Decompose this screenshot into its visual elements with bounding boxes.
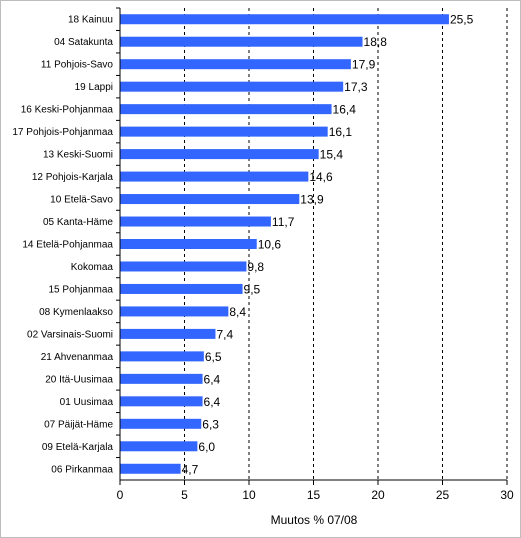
category-label: 09 Etelä-Karjala	[42, 442, 114, 453]
bar-9	[120, 216, 271, 227]
value-label: 9,8	[247, 260, 264, 274]
value-label: 4,7	[182, 462, 199, 476]
category-label: 20 Itä-Uusimaa	[45, 374, 113, 385]
value-label: 8,4	[229, 305, 246, 319]
value-label: 6,5	[205, 350, 222, 364]
bar-1	[120, 36, 363, 47]
category-label: 04 Satakunta	[54, 37, 113, 48]
labels: 18 Kainuu 25,5 04 Satakunta 18,8 11 Pohjois-…	[12, 13, 514, 502]
bar-6	[120, 149, 319, 160]
bar-12	[120, 283, 243, 294]
value-label: 16,4	[333, 103, 357, 117]
bar-7	[120, 171, 309, 182]
bar-10	[120, 239, 257, 249]
value-label: 17,9	[352, 58, 376, 72]
category-label: 21 Ahvenanmaa	[41, 352, 114, 363]
category-label: 07 Päijät-Häme	[44, 419, 113, 430]
bar-17	[120, 396, 203, 407]
value-label: 7,4	[216, 327, 233, 341]
category-label: 16 Keski-Pohjanmaa	[21, 105, 114, 116]
bar-4	[120, 104, 332, 115]
category-label: 17 Pohjois-Pohjanmaa	[12, 127, 113, 138]
category-label: 13 Keski-Suomi	[43, 150, 113, 161]
bar-16	[120, 373, 203, 384]
value-label: 6,4	[204, 372, 221, 386]
value-label: 9,5	[244, 282, 261, 296]
x-tick-label: 15	[307, 488, 321, 502]
x-tick-label: 10	[242, 488, 256, 502]
value-label: 6,0	[198, 440, 215, 454]
category-label: 19 Lappi	[75, 82, 113, 93]
category-label: 06 Pirkanmaa	[51, 464, 113, 475]
bar-15	[120, 351, 204, 362]
value-label: 11,7	[272, 215, 295, 229]
value-label: 14,6	[309, 170, 333, 184]
bar-11	[120, 261, 247, 272]
bar-5	[120, 126, 328, 137]
value-label: 16,1	[329, 125, 353, 139]
category-label: 18 Kainuu	[68, 15, 113, 26]
bar-8	[120, 194, 300, 205]
axes	[116, 7, 508, 485]
bar-18	[120, 418, 202, 429]
value-label: 15,4	[320, 148, 344, 162]
category-label: 11 Pohjois-Savo	[41, 60, 114, 71]
bar-3	[120, 81, 344, 92]
value-label: 25,5	[450, 13, 474, 27]
category-label: 05 Kanta-Häme	[43, 217, 113, 228]
value-label: 10,6	[258, 238, 282, 252]
x-tick-label: 25	[436, 488, 450, 502]
category-label: 12 Pohjois-Karjala	[32, 172, 114, 183]
bar-2	[120, 59, 351, 70]
bars	[120, 14, 449, 474]
value-label: 6,3	[202, 417, 219, 431]
x-tick-label: 30	[500, 488, 514, 502]
x-axis-title: Muutos % 07/08	[271, 513, 358, 527]
value-label: 17,3	[344, 80, 368, 94]
bar-13	[120, 306, 229, 317]
category-label: 14 Etelä-Pohjanmaa	[22, 240, 113, 251]
x-tick-label: 0	[117, 488, 124, 502]
category-label: 10 Etelä-Savo	[50, 195, 113, 206]
bar-19	[120, 441, 198, 452]
x-tick-label: 20	[371, 488, 385, 502]
category-label: Kokomaa	[71, 262, 114, 273]
value-label: 6,4	[204, 395, 221, 409]
category-label: 08 Kymenlaakso	[39, 307, 113, 318]
x-tick-label: 5	[181, 488, 188, 502]
bar-20	[120, 463, 181, 474]
value-label: 13,9	[300, 193, 324, 207]
category-label: 15 Pohjanmaa	[49, 284, 114, 295]
category-label: 02 Varsinais-Suomi	[27, 329, 113, 340]
bar-14	[120, 328, 216, 339]
value-label: 18,8	[364, 35, 388, 49]
bar-0	[120, 14, 449, 25]
category-label: 01 Uusimaa	[60, 397, 114, 408]
